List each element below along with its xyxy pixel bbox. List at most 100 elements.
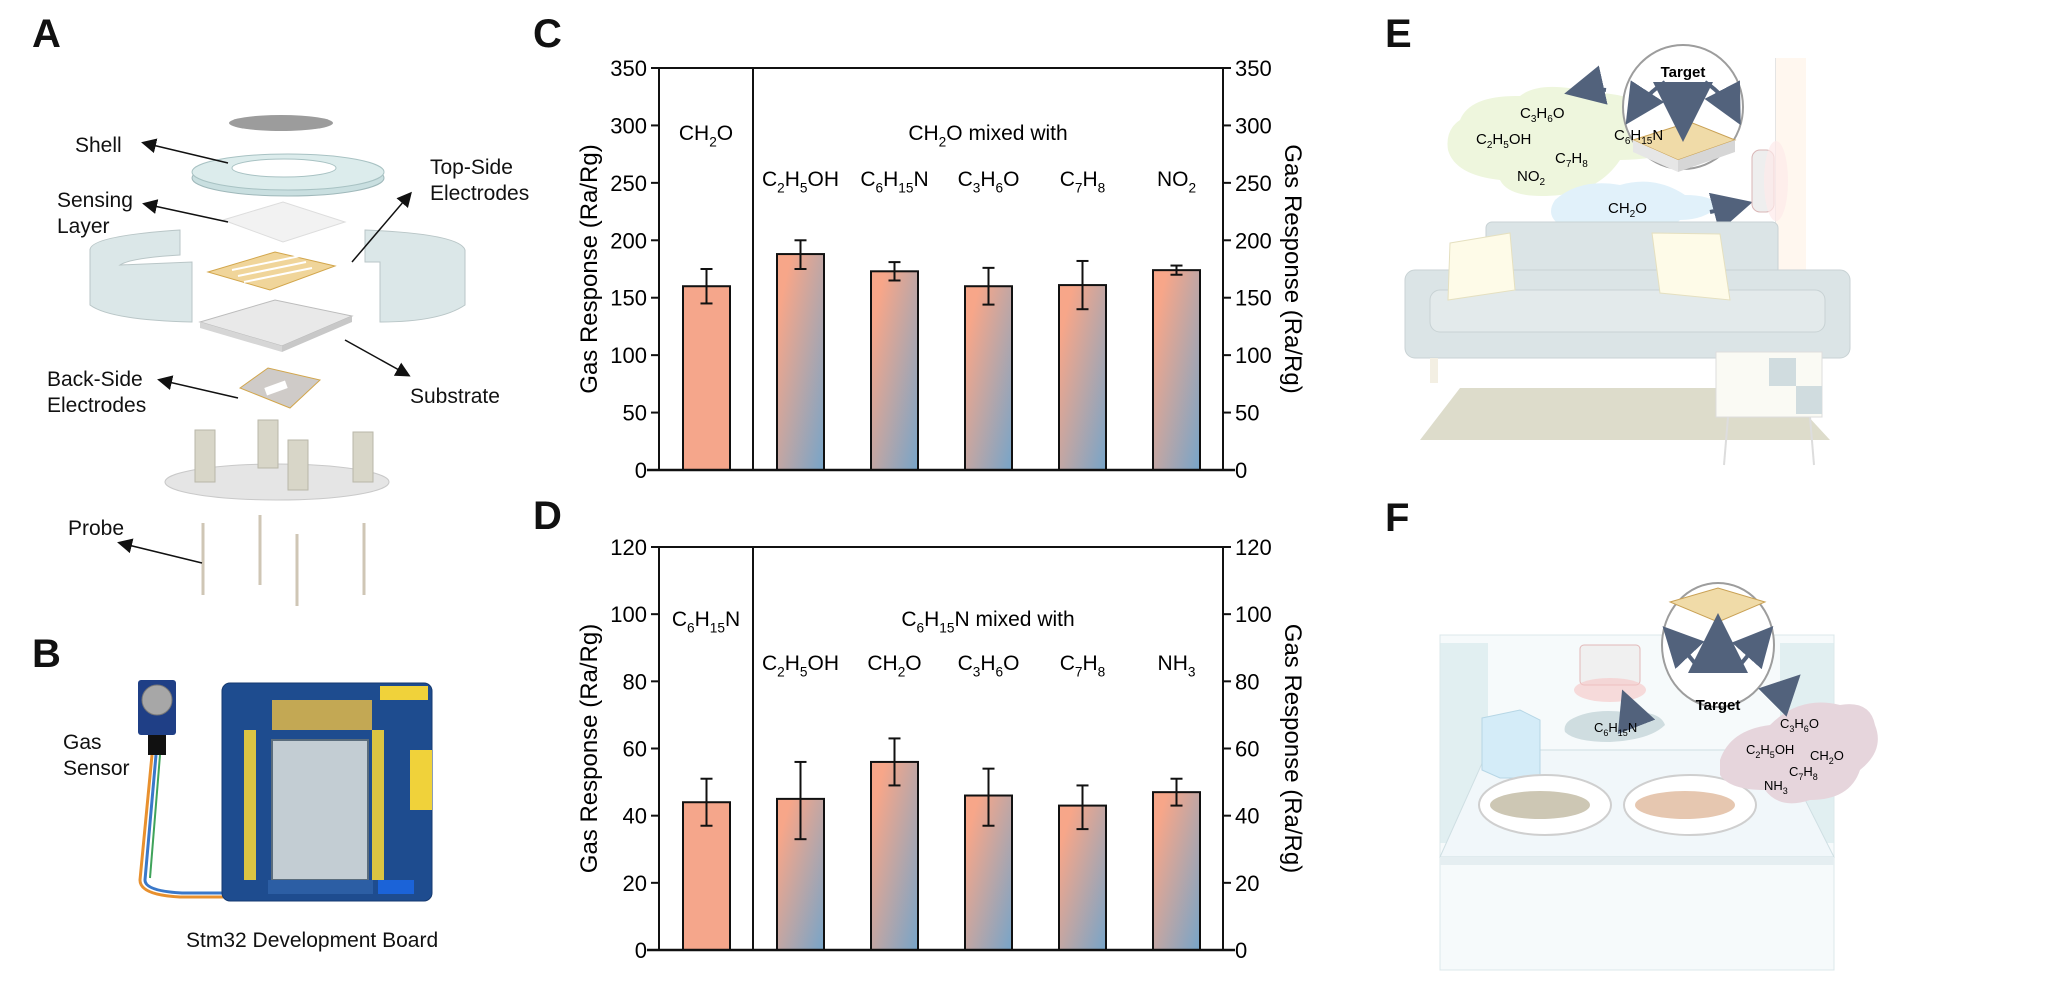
pure-gas-label: CH2O <box>679 122 733 149</box>
f-gas-nh3: NH3 <box>1764 778 1788 796</box>
y-axis-label-left: Gas Response (Ra/Rg) <box>576 144 603 393</box>
y-tick-label-right: 120 <box>1235 535 1272 560</box>
f-gas-ch2o: CH2O <box>1810 748 1844 766</box>
bar-c7h8 <box>1058 284 1107 471</box>
y-tick-label-left: 150 <box>610 286 647 311</box>
f-target-label: Target <box>1696 697 1741 714</box>
panel-letter-c: C <box>533 12 562 56</box>
panel-letter-b: B <box>32 632 61 676</box>
interferent-cloud-f <box>1720 702 1878 804</box>
y-tick-label-right: 20 <box>1235 871 1259 896</box>
label-gas-sensor-1: Gas <box>63 731 102 754</box>
top-electrodes <box>206 251 337 291</box>
stm32-board-illustration <box>138 680 433 902</box>
y-tick-label-right: 150 <box>1235 286 1272 311</box>
category-label-c7h8: C7H8 <box>1060 652 1106 679</box>
category-label-nh3: NH3 <box>1158 652 1196 679</box>
y-tick-label-left: 250 <box>610 171 647 196</box>
category-label-c2h5oh: C2H5OH <box>762 168 839 195</box>
e-gas-c7h8: C7H8 <box>1555 150 1588 170</box>
label-top-side-1: Top-Side <box>430 156 513 179</box>
bar-ch2o <box>870 760 919 952</box>
y-tick-label-right: 300 <box>1235 113 1272 138</box>
label-top-side-2: Electrodes <box>430 182 530 205</box>
category-label-c7h8: C7H8 <box>1060 168 1106 195</box>
y-axis-label-right: Gas Response (Ra/Rg) <box>1279 624 1306 873</box>
y-tick-label-right: 200 <box>1235 228 1272 253</box>
category-label-ch2o: CH2O <box>867 652 921 679</box>
arrow-top-electrodes <box>351 191 412 263</box>
label-gas-sensor-2: Sensor <box>63 757 130 780</box>
y-tick-label-right: 100 <box>1235 343 1272 368</box>
shell-wall-left <box>89 229 193 323</box>
arrow-sensing <box>142 199 229 223</box>
panel-letter-e: E <box>1385 12 1412 56</box>
y-tick-label-left: 350 <box>610 56 647 81</box>
panel-letter-a: A <box>32 12 61 56</box>
y-tick-label-right: 0 <box>1235 458 1247 483</box>
y-tick-label-left: 100 <box>610 343 647 368</box>
y-tick-label-left: 40 <box>623 804 647 829</box>
arrow-substrate <box>344 339 411 377</box>
f-gas-c2h5oh: C2H5OH <box>1746 742 1794 760</box>
y-tick-label-right: 80 <box>1235 669 1259 694</box>
y-tick-label-left: 120 <box>610 535 647 560</box>
mixture-group-label: C6H15N mixed with <box>901 608 1074 635</box>
bar-nh3 <box>1152 791 1201 951</box>
y-tick-label-right: 60 <box>1235 737 1259 762</box>
lcd-screen <box>271 739 369 881</box>
board-caption: Stm32 Development Board <box>186 929 439 952</box>
e-gas-ch2o: CH2O <box>1608 200 1647 220</box>
bar-c6h15n <box>870 270 919 471</box>
post <box>194 429 216 483</box>
panel-letter-f: F <box>1385 496 1410 540</box>
y-tick-label-left: 100 <box>610 602 647 627</box>
label-back-side-2: Electrodes <box>47 394 147 417</box>
y-tick-label-left: 50 <box>623 401 647 426</box>
category-label-c3h6o: C3H6O <box>958 652 1020 679</box>
f-gas-c7h8: C7H8 <box>1789 764 1818 782</box>
label-shell: Shell <box>75 134 122 157</box>
y-tick-label-right: 350 <box>1235 56 1272 81</box>
panel-letter-d: D <box>533 494 562 538</box>
y-tick-label-left: 60 <box>623 737 647 762</box>
arrow-shell <box>141 138 229 164</box>
y-tick-label-right: 100 <box>1235 602 1272 627</box>
y-tick-label-left: 200 <box>610 228 647 253</box>
cushion <box>1447 232 1516 301</box>
category-label-no2: NO2 <box>1157 168 1196 195</box>
mesh-cap <box>229 115 333 131</box>
y-axis-label-left: Gas Response (Ra/Rg) <box>576 624 603 873</box>
y-tick-label-left: 80 <box>623 669 647 694</box>
sensing-layer <box>221 201 347 243</box>
label-sensing-1: Sensing <box>57 189 133 212</box>
label-sensing-2: Layer <box>57 215 110 238</box>
mixture-group-label: CH2O mixed with <box>908 122 1067 149</box>
y-tick-label-left: 300 <box>610 113 647 138</box>
label-back-side-1: Back-Side <box>47 368 143 391</box>
e-target-label: Target <box>1661 64 1706 81</box>
sensor-exploded-diagram <box>89 115 466 606</box>
label-substrate: Substrate <box>410 385 500 408</box>
category-label-c3h6o: C3H6O <box>958 168 1020 195</box>
y-axis-label-right: Gas Response (Ra/Rg) <box>1279 144 1306 393</box>
category-label-c6h15n: C6H15N <box>860 168 928 195</box>
f-gas-c3h6o: C3H6O <box>1780 716 1819 734</box>
arrow-probe <box>117 538 203 564</box>
label-probe: Probe <box>68 517 125 540</box>
category-label-c2h5oh: C2H5OH <box>762 652 839 679</box>
pure-gas-label: C6H15N <box>672 608 740 635</box>
bar-c6h15n <box>682 801 731 951</box>
y-tick-label-left: 20 <box>623 871 647 896</box>
e-gas-no2: NO2 <box>1517 168 1546 188</box>
y-tick-label-right: 40 <box>1235 804 1259 829</box>
y-tick-label-left: 0 <box>635 938 647 963</box>
f-gas-c6h15n: C6H15N <box>1594 720 1637 738</box>
y-tick-label-right: 50 <box>1235 401 1259 426</box>
shell-wall-right <box>364 229 466 323</box>
